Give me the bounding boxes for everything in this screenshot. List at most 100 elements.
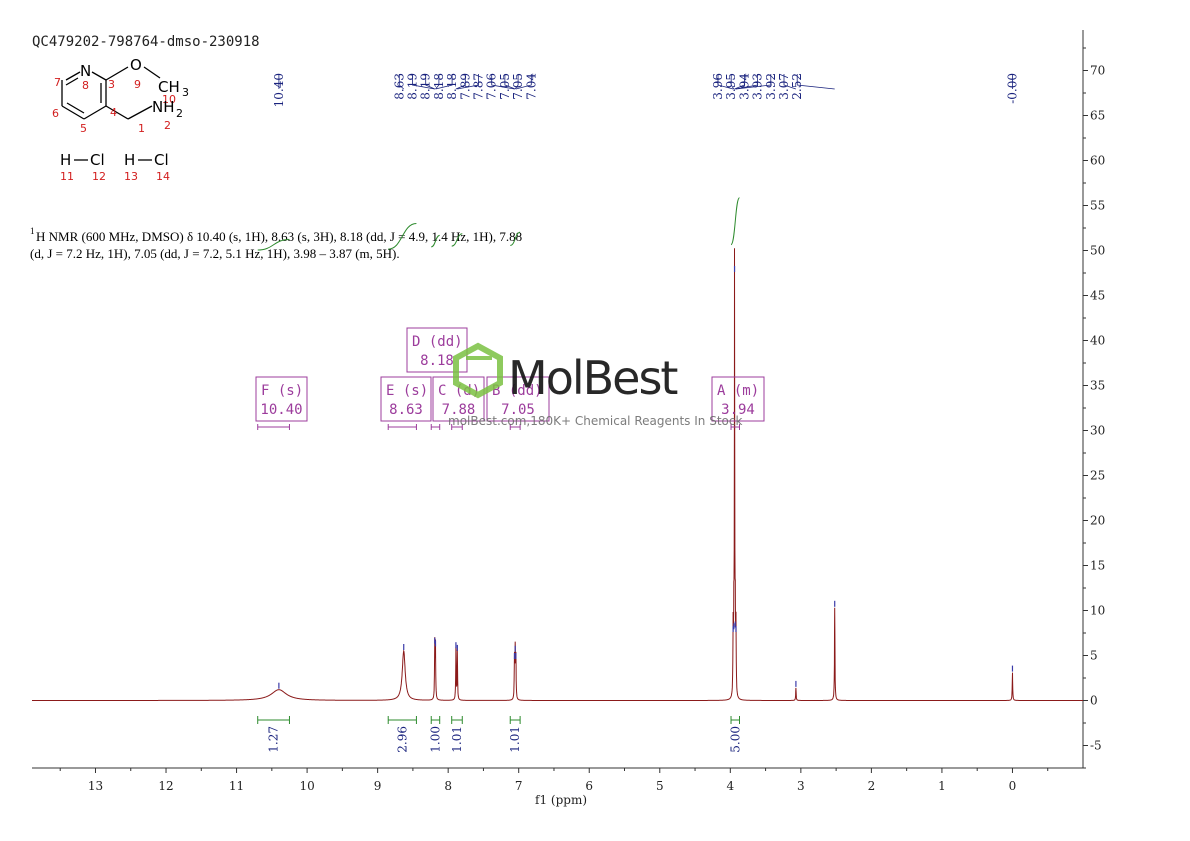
atom-number: 8 (82, 79, 89, 92)
peak-leader-line (435, 74, 453, 90)
y-tick-label: 25 (1090, 469, 1105, 483)
multiplet-box (255, 376, 308, 422)
y-tick-label: 40 (1090, 334, 1105, 348)
atom-number: 7 (54, 76, 61, 89)
multiplet-box (380, 376, 432, 422)
integral-value-label: 2.96 (395, 726, 409, 753)
peak-leader-line (455, 74, 466, 90)
atom-number: 10 (162, 93, 176, 106)
multiplet-label: E (s) (386, 383, 428, 399)
y-tick-label: 50 (1090, 244, 1105, 258)
integral-value-label: 1.00 (429, 726, 443, 753)
peak-leader-line (504, 74, 516, 90)
integral-curve (730, 197, 740, 246)
description-line-1: H NMR (600 MHz, DMSO) δ 10.40 (s, 1H), 8… (36, 229, 522, 244)
multiplet-label: F (s) (261, 383, 303, 399)
bond-c3-o9 (105, 66, 129, 81)
atom-number: 12 (92, 170, 106, 183)
peak-shift-label: 8.63 (392, 73, 406, 100)
x-tick-label: 13 (88, 779, 103, 793)
y-tick-label: 65 (1090, 109, 1105, 123)
atom-label: CH (158, 78, 180, 96)
watermark-brand: MolBest (508, 351, 677, 405)
atom-number: 2 (164, 119, 171, 132)
watermark: MolBest molBest.com,180K+ Chemical Reage… (448, 342, 742, 428)
atom-label: O (130, 56, 142, 74)
description-sup: 1 (30, 226, 35, 236)
atom-label: 2 (176, 107, 183, 120)
multiplet-shift: 3.94 (721, 402, 755, 418)
peak-leader-line (735, 74, 758, 90)
x-tick-label: 5 (656, 779, 664, 793)
x-tick-label: 3 (797, 779, 805, 793)
atom-number: 9 (134, 78, 141, 91)
x-axis: 13 12 11 10 9 8 7 6 5 4 3 2 1 0f1 (ppm) (59, 768, 1049, 807)
peak-shift-label: 7.05 (498, 73, 512, 100)
multiplet-shift: 8.18 (420, 353, 454, 369)
x-tick-label: 9 (374, 779, 382, 793)
description-line-2: (d, J = 7.2 Hz, 1H), 7.05 (dd, J = 7.2, … (30, 246, 400, 261)
x-tick-label: 4 (726, 779, 734, 793)
peak-leader-line (412, 74, 435, 90)
peak-shift-label: 3.92 (764, 73, 778, 100)
peak-shift-label: 10.40 (272, 73, 286, 107)
y-axis: -5 0 5 10 15 20 25 30 35 40 45 50 55 60 65 70 (1083, 47, 1105, 769)
peak-shift-label: 8.18 (432, 73, 446, 100)
peak-labels: 10.40 8.63 8.19 8.19 8.18 8.18 7.89 7.87 7.06 7.0… (272, 73, 1020, 108)
y-tick-label: 30 (1090, 424, 1105, 438)
peak-shift-label: 3.96 (711, 73, 725, 100)
peak-shift-label: 3.95 (724, 73, 738, 100)
peak-shift-label: 7.06 (485, 73, 499, 100)
multiplet-shift: 7.05 (501, 402, 535, 418)
multiplet-boxes: F (s) 10.40 E (s) 8.63 D (dd) 8.18 C (d) 7.88 B … (255, 327, 765, 430)
y-tick-label: 0 (1090, 694, 1098, 708)
bond-c7-n8-inner (65, 77, 79, 86)
atom-number: 4 (110, 106, 117, 119)
sample-id: QC479202-798764-dmso-230918 (32, 34, 260, 50)
y-tick-label: 45 (1090, 289, 1105, 303)
molecule-structure (61, 66, 161, 161)
atom-number: 6 (52, 107, 59, 120)
multiplet-label: A (m) (717, 383, 759, 399)
atom-label: 3 (182, 86, 189, 99)
atom-label: H (60, 151, 71, 169)
integral-value-label: 5.00 (728, 726, 742, 753)
peak-shift-label: 3.07 (777, 73, 791, 100)
peak-leader-line (425, 74, 435, 90)
x-tick-label: 11 (229, 779, 244, 793)
peak-leader-line (457, 74, 479, 90)
peak-leader-line (515, 74, 532, 90)
atom-number: 11 (60, 170, 74, 183)
molecule-labels: N 8 3 O 9 CH 3 10 7 6 5 4 1 NH 2 2 H Cl … (52, 56, 189, 183)
y-tick-label: 20 (1090, 514, 1105, 528)
integral-curve (257, 239, 290, 251)
x-tick-label: 10 (299, 779, 314, 793)
multiplet-label: D (dd) (412, 334, 463, 350)
integral-curve (431, 234, 440, 248)
multiplet-shift: 10.40 (260, 402, 302, 418)
integral-curves (257, 197, 740, 251)
integral-value-label: 1.01 (508, 726, 522, 753)
integral-curve (388, 223, 417, 250)
bond-c1-n2 (127, 105, 153, 120)
peak-leader-line (435, 74, 440, 90)
integral-curve (510, 231, 521, 246)
atom-number: 14 (156, 170, 170, 183)
atom-number: 5 (80, 122, 87, 135)
integral-marks: 1.27 2.96 1.00 1.01 1.01 5.00 (257, 716, 742, 753)
peak-shift-label: 2.52 (790, 73, 804, 100)
peak-shift-label: 7.04 (524, 73, 538, 100)
bond-c7-n8 (65, 71, 81, 81)
peak-leader-line (734, 74, 745, 90)
watermark-tagline: molBest.com,180K+ Chemical Reagents In S… (448, 414, 742, 428)
y-tick-label: 10 (1090, 604, 1105, 618)
peak-shift-label: 8.19 (406, 73, 420, 100)
peak-leader-line (398, 74, 404, 90)
y-tick-label: 35 (1090, 379, 1105, 393)
integral-value-label: 1.01 (450, 726, 464, 753)
peak-shift-label: 8.18 (445, 73, 459, 100)
spectrum (32, 248, 1083, 701)
peak-shift-label: 7.05 (511, 73, 525, 100)
y-tick-label: 15 (1090, 559, 1105, 573)
